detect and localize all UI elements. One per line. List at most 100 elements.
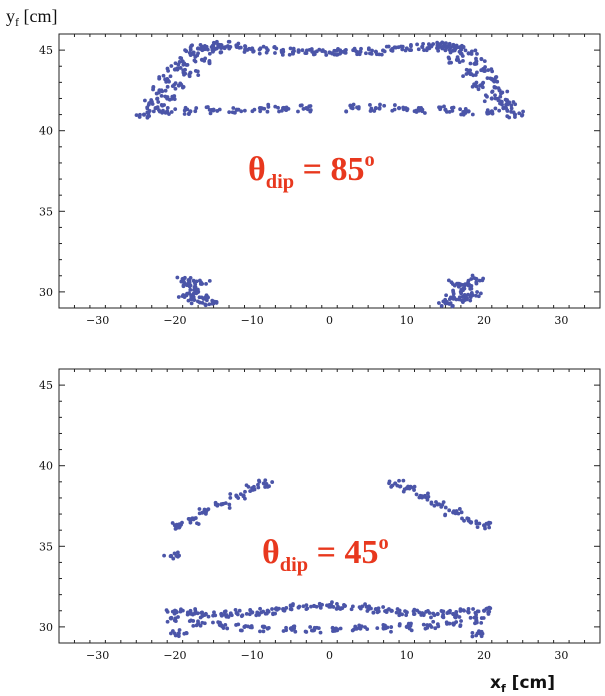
data-point	[261, 106, 265, 111]
data-point	[401, 107, 406, 112]
data-point	[213, 613, 218, 618]
data-point	[177, 628, 182, 632]
data-point	[459, 291, 464, 296]
data-point	[351, 102, 356, 107]
data-point	[457, 615, 462, 619]
data-point	[217, 107, 222, 112]
data-point	[475, 525, 480, 530]
data-point	[420, 495, 424, 500]
data-point	[191, 517, 196, 522]
data-point	[469, 291, 474, 295]
data-point	[258, 46, 263, 51]
data-point	[309, 604, 313, 609]
data-point	[471, 607, 475, 611]
data-point	[465, 296, 469, 301]
data-point	[469, 520, 474, 525]
data-point	[250, 109, 255, 114]
data-point	[222, 609, 227, 614]
data-point	[468, 298, 473, 303]
data-point	[355, 105, 359, 110]
data-point	[479, 620, 484, 625]
data-point	[303, 629, 308, 634]
data-point	[344, 109, 349, 114]
data-point	[499, 91, 503, 96]
data-point	[220, 45, 225, 50]
data-point	[397, 478, 401, 483]
data-series	[165, 615, 486, 639]
data-point	[378, 102, 382, 107]
data-point	[243, 624, 248, 628]
data-point	[239, 109, 244, 114]
data-point	[447, 508, 452, 513]
data-point	[157, 109, 162, 114]
data-point	[462, 283, 467, 288]
data-point	[273, 51, 277, 55]
data-point	[228, 492, 233, 496]
data-point	[254, 613, 259, 618]
data-point	[197, 507, 202, 511]
data-point	[360, 604, 365, 609]
data-point	[401, 478, 406, 483]
data-point	[422, 111, 427, 115]
x-tick-label: 0	[326, 649, 333, 662]
data-point	[330, 626, 335, 631]
data-point	[475, 70, 479, 75]
data-point	[469, 284, 474, 288]
data-point	[452, 621, 457, 626]
x-tick-label: 30	[554, 314, 568, 327]
y-axis-label-base: y	[6, 6, 15, 26]
data-point	[228, 44, 233, 49]
data-point	[462, 608, 466, 613]
data-point	[481, 276, 486, 281]
data-point	[412, 607, 417, 612]
data-point	[507, 100, 512, 105]
data-point	[179, 607, 183, 612]
data-point	[509, 109, 514, 114]
data-point	[178, 55, 183, 60]
data-point	[509, 106, 514, 111]
data-point	[474, 56, 478, 61]
data-point	[196, 73, 201, 78]
data-point	[468, 61, 473, 66]
data-point	[173, 619, 178, 624]
data-point	[474, 84, 479, 89]
data-point	[483, 93, 488, 98]
data-point	[310, 50, 315, 54]
data-point	[483, 69, 487, 73]
data-point	[236, 622, 241, 627]
data-point	[165, 66, 170, 71]
data-point	[461, 298, 466, 303]
data-point	[203, 511, 208, 516]
data-point	[296, 48, 301, 53]
data-point	[410, 485, 415, 490]
data-point	[168, 74, 173, 79]
data-point	[424, 609, 429, 614]
x-tick-label: −10	[241, 649, 264, 662]
data-point	[422, 48, 426, 53]
data-point	[443, 297, 448, 302]
data-point	[513, 115, 517, 119]
data-point	[498, 101, 502, 106]
data-series	[210, 39, 448, 57]
data-point	[424, 48, 429, 53]
data-point	[334, 626, 338, 631]
data-point	[305, 606, 310, 611]
data-point	[145, 105, 150, 110]
data-point	[304, 603, 309, 608]
data-point	[202, 613, 207, 618]
data-point	[162, 553, 167, 558]
data-point	[399, 44, 403, 49]
angle-annotation: θdip = 45o	[262, 532, 389, 576]
data-point	[470, 273, 475, 278]
data-point	[485, 111, 490, 116]
data-point	[188, 276, 193, 280]
data-point	[243, 489, 247, 494]
data-point	[493, 77, 497, 82]
data-point	[171, 629, 175, 633]
data-point	[317, 601, 322, 606]
data-point	[188, 520, 193, 525]
data-point	[412, 612, 417, 616]
data-point	[167, 97, 172, 102]
data-point	[234, 610, 239, 615]
data-point	[444, 46, 449, 51]
